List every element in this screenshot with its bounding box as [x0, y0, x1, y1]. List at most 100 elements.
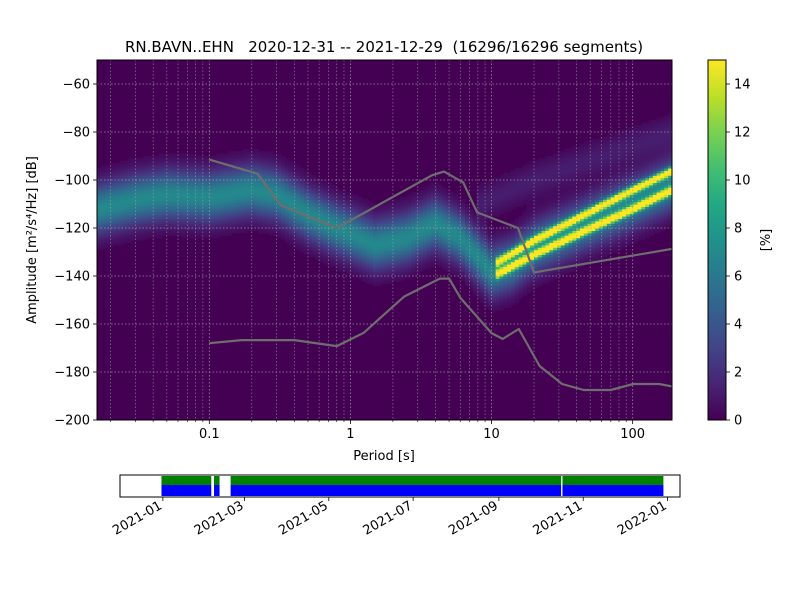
heat-cell [104, 175, 110, 179]
heat-cell [235, 223, 240, 227]
heat-cell [189, 189, 194, 193]
heat-cell [549, 177, 554, 181]
heat-cell [365, 256, 370, 260]
heat-cell [258, 201, 263, 205]
heat-cell [273, 192, 278, 195]
heat-cell [219, 194, 225, 198]
heat-cell [407, 271, 412, 275]
heat-cell [461, 199, 466, 203]
heat-cell [580, 165, 585, 169]
heat-cell [162, 232, 167, 236]
heat-cell [591, 242, 596, 246]
heat-cell [553, 189, 558, 193]
heat-cell [131, 208, 136, 212]
heat-cell [189, 158, 194, 162]
heat-cell [334, 249, 340, 253]
heat-cell [495, 266, 501, 270]
heat-cell [342, 264, 347, 267]
heat-cell [223, 156, 228, 159]
heat-cell [560, 189, 566, 193]
heat-cell [300, 223, 305, 227]
heat-cell [242, 194, 248, 198]
heat-cell [495, 242, 501, 246]
heat-cell [350, 259, 355, 263]
heat-cell [330, 259, 336, 263]
heat-cell [572, 208, 577, 212]
heat-cell [196, 158, 202, 162]
heat-cell [576, 228, 581, 231]
heat-cell [415, 206, 420, 210]
heat-cell [273, 220, 278, 224]
heat-cell [503, 172, 508, 176]
heat-cell [591, 232, 596, 236]
heat-cell [564, 158, 570, 162]
heat-cell [123, 192, 129, 195]
heat-cell [583, 244, 589, 248]
heat-cell [330, 218, 336, 222]
heat-cell [488, 271, 493, 275]
heat-cell [549, 220, 554, 224]
heat-cell [304, 242, 309, 246]
heat-cell [127, 196, 133, 200]
heat-cell [365, 213, 370, 217]
heat-cell [311, 220, 317, 224]
heat-cell [212, 199, 217, 203]
heat-cell [580, 189, 585, 193]
heat-cell [476, 252, 481, 255]
heat-cell [564, 228, 570, 231]
heat-cell [143, 216, 148, 219]
heat-cell [491, 285, 497, 289]
heat-cell [511, 266, 516, 270]
heat-cell [219, 156, 225, 159]
heat-cell [300, 168, 305, 171]
heat-cell [215, 230, 221, 234]
heat-cell [430, 249, 435, 253]
heat-cell [150, 156, 156, 159]
heat-cell [465, 232, 470, 236]
heat-cell [376, 223, 382, 227]
heat-cell [468, 273, 474, 277]
heat-cell [330, 184, 336, 188]
heat-cell [265, 199, 271, 203]
heat-cell [549, 170, 554, 174]
heat-cell [534, 256, 539, 260]
heat-cell [223, 230, 228, 234]
heat-cell [231, 211, 236, 215]
heat-cell [491, 204, 497, 207]
heat-cell [422, 264, 428, 267]
heat-cell [549, 232, 554, 236]
heat-cell [330, 199, 336, 203]
heat-cell [212, 165, 217, 169]
heat-cell [549, 249, 554, 253]
heat-cell [204, 184, 209, 188]
heat-cell [235, 172, 240, 176]
heat-cell [135, 187, 140, 191]
heat-cell [139, 165, 144, 169]
heat-cell [338, 204, 343, 207]
heat-cell [415, 204, 420, 207]
heat-cell [572, 201, 577, 205]
heat-cell [143, 182, 148, 186]
heat-cell [112, 228, 117, 231]
heat-cell [557, 177, 562, 181]
heat-cell [484, 240, 489, 243]
heat-cell [488, 247, 493, 251]
heat-cell [522, 199, 527, 203]
heat-cell [185, 218, 190, 222]
heat-cell [514, 290, 520, 294]
heat-cell [426, 244, 432, 248]
heat-cell [396, 268, 401, 272]
heat-cell [572, 158, 577, 162]
heat-cell [376, 261, 382, 265]
heat-cell [564, 225, 570, 229]
heat-cell [480, 283, 485, 287]
heat-cell [499, 189, 504, 193]
heat-cell [108, 163, 113, 167]
heat-cell [488, 288, 493, 291]
heat-cell [315, 206, 320, 210]
heat-cell [139, 225, 144, 229]
heat-cell [507, 285, 512, 289]
heat-cell [261, 153, 267, 157]
heat-cell [227, 187, 232, 191]
heat-cell [265, 177, 271, 181]
